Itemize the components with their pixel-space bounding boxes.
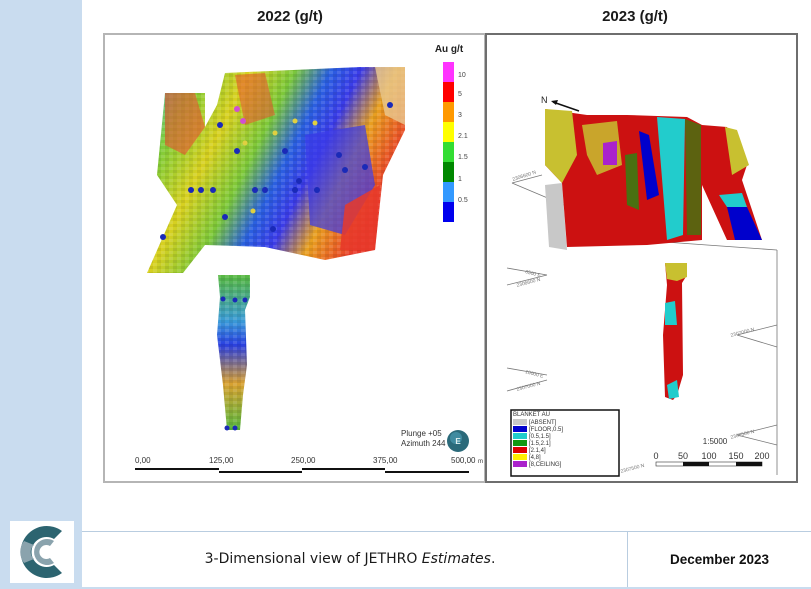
footer-bottom-border: [82, 587, 811, 589]
legend-2022-colorbar: [443, 62, 454, 222]
svg-text:2306600 N: 2306600 N: [516, 277, 542, 289]
panel-2022-model: Au g/t 10 5 3 2.1 1.5 1 0.5 Plunge +05 A…: [103, 33, 486, 483]
svg-text:N: N: [541, 95, 548, 105]
svg-text:[0.5,1.5]: [0.5,1.5]: [529, 434, 551, 440]
svg-text:BLANKET AU: BLANKET AU: [513, 412, 550, 418]
footer-column-divider: [627, 531, 628, 589]
azimuth-label: Azimuth 244: [401, 439, 446, 448]
company-logo-icon: [20, 526, 62, 578]
title-2023: 2023 (g/t): [602, 8, 668, 25]
svg-text:1:5000: 1:5000: [703, 437, 728, 446]
svg-text:0: 0: [653, 451, 658, 461]
svg-text:200: 200: [754, 451, 769, 461]
north-arrow-icon: N: [541, 95, 580, 112]
svg-text:2306600 N: 2306600 N: [512, 170, 537, 183]
svg-text:[2.1,4]: [2.1,4]: [529, 448, 546, 454]
company-logo: [10, 521, 74, 583]
svg-text:[4,8]: [4,8]: [529, 455, 541, 461]
svg-text:2.1: 2.1: [458, 133, 468, 140]
svg-text:375,00: 375,00: [373, 456, 398, 465]
svg-text:2307500 N: 2307500 N: [620, 463, 646, 475]
svg-text:6500 E: 6500 E: [524, 269, 542, 279]
svg-text:1: 1: [458, 176, 462, 183]
svg-text:[ABSENT]: [ABSENT]: [529, 420, 557, 426]
svg-text:[8,CEILING]: [8,CEILING]: [529, 462, 562, 468]
svg-text:0,00: 0,00: [135, 456, 151, 465]
footer-date: December 2023: [669, 552, 770, 567]
block-model-2022-image: Au g/t 10 5 3 2.1 1.5 1 0.5 Plunge +05 A…: [135, 44, 483, 473]
legend-2022-title: Au g/t: [435, 44, 464, 55]
svg-text:125,00: 125,00: [209, 456, 234, 465]
svg-text:10000 E: 10000 E: [524, 369, 544, 380]
scale-bar-2023: 1:5000 0 50 100 150 200: [653, 437, 770, 467]
svg-text:5: 5: [458, 91, 462, 98]
svg-text:1.5: 1.5: [458, 154, 468, 161]
svg-text:100: 100: [701, 451, 716, 461]
svg-text:250,00: 250,00: [291, 456, 316, 465]
panel-2023-model: 2306600 N 6500 E 2306600 N 10000 E 23070…: [485, 33, 798, 483]
orientation-globe-icon: E: [447, 430, 469, 452]
svg-text:0.5: 0.5: [458, 197, 468, 204]
plunge-label: Plunge +05: [401, 429, 442, 438]
block-model-2023-image: 2306600 N 6500 E 2306600 N 10000 E 23070…: [506, 95, 778, 477]
figure-caption: 3-Dimensional view of JETHRO Estimates.: [204, 551, 496, 567]
left-accent-strip: [0, 0, 82, 589]
footer-divider: [82, 531, 811, 532]
legend-2023: BLANKET AU [ABSENT] [FLOOR,0.5] [0.5,1.5…: [510, 409, 620, 477]
svg-text:150: 150: [728, 451, 743, 461]
svg-text:m: m: [478, 459, 483, 465]
svg-text:[1.5,2.1]: [1.5,2.1]: [529, 441, 551, 447]
svg-text:3: 3: [458, 112, 462, 119]
scale-bar-2022: 0,00 125,00 250,00 375,00 500,00 m: [135, 456, 483, 473]
svg-text:E: E: [455, 437, 461, 446]
svg-text:[FLOOR,0.5]: [FLOOR,0.5]: [529, 427, 563, 433]
title-2022: 2022 (g/t): [257, 8, 323, 25]
svg-text:10: 10: [458, 72, 466, 79]
svg-text:50: 50: [678, 451, 688, 461]
svg-text:500,00: 500,00: [451, 456, 476, 465]
svg-text:2307000 N: 2307000 N: [516, 381, 542, 393]
svg-text:2307500 N: 2307500 N: [730, 429, 756, 441]
